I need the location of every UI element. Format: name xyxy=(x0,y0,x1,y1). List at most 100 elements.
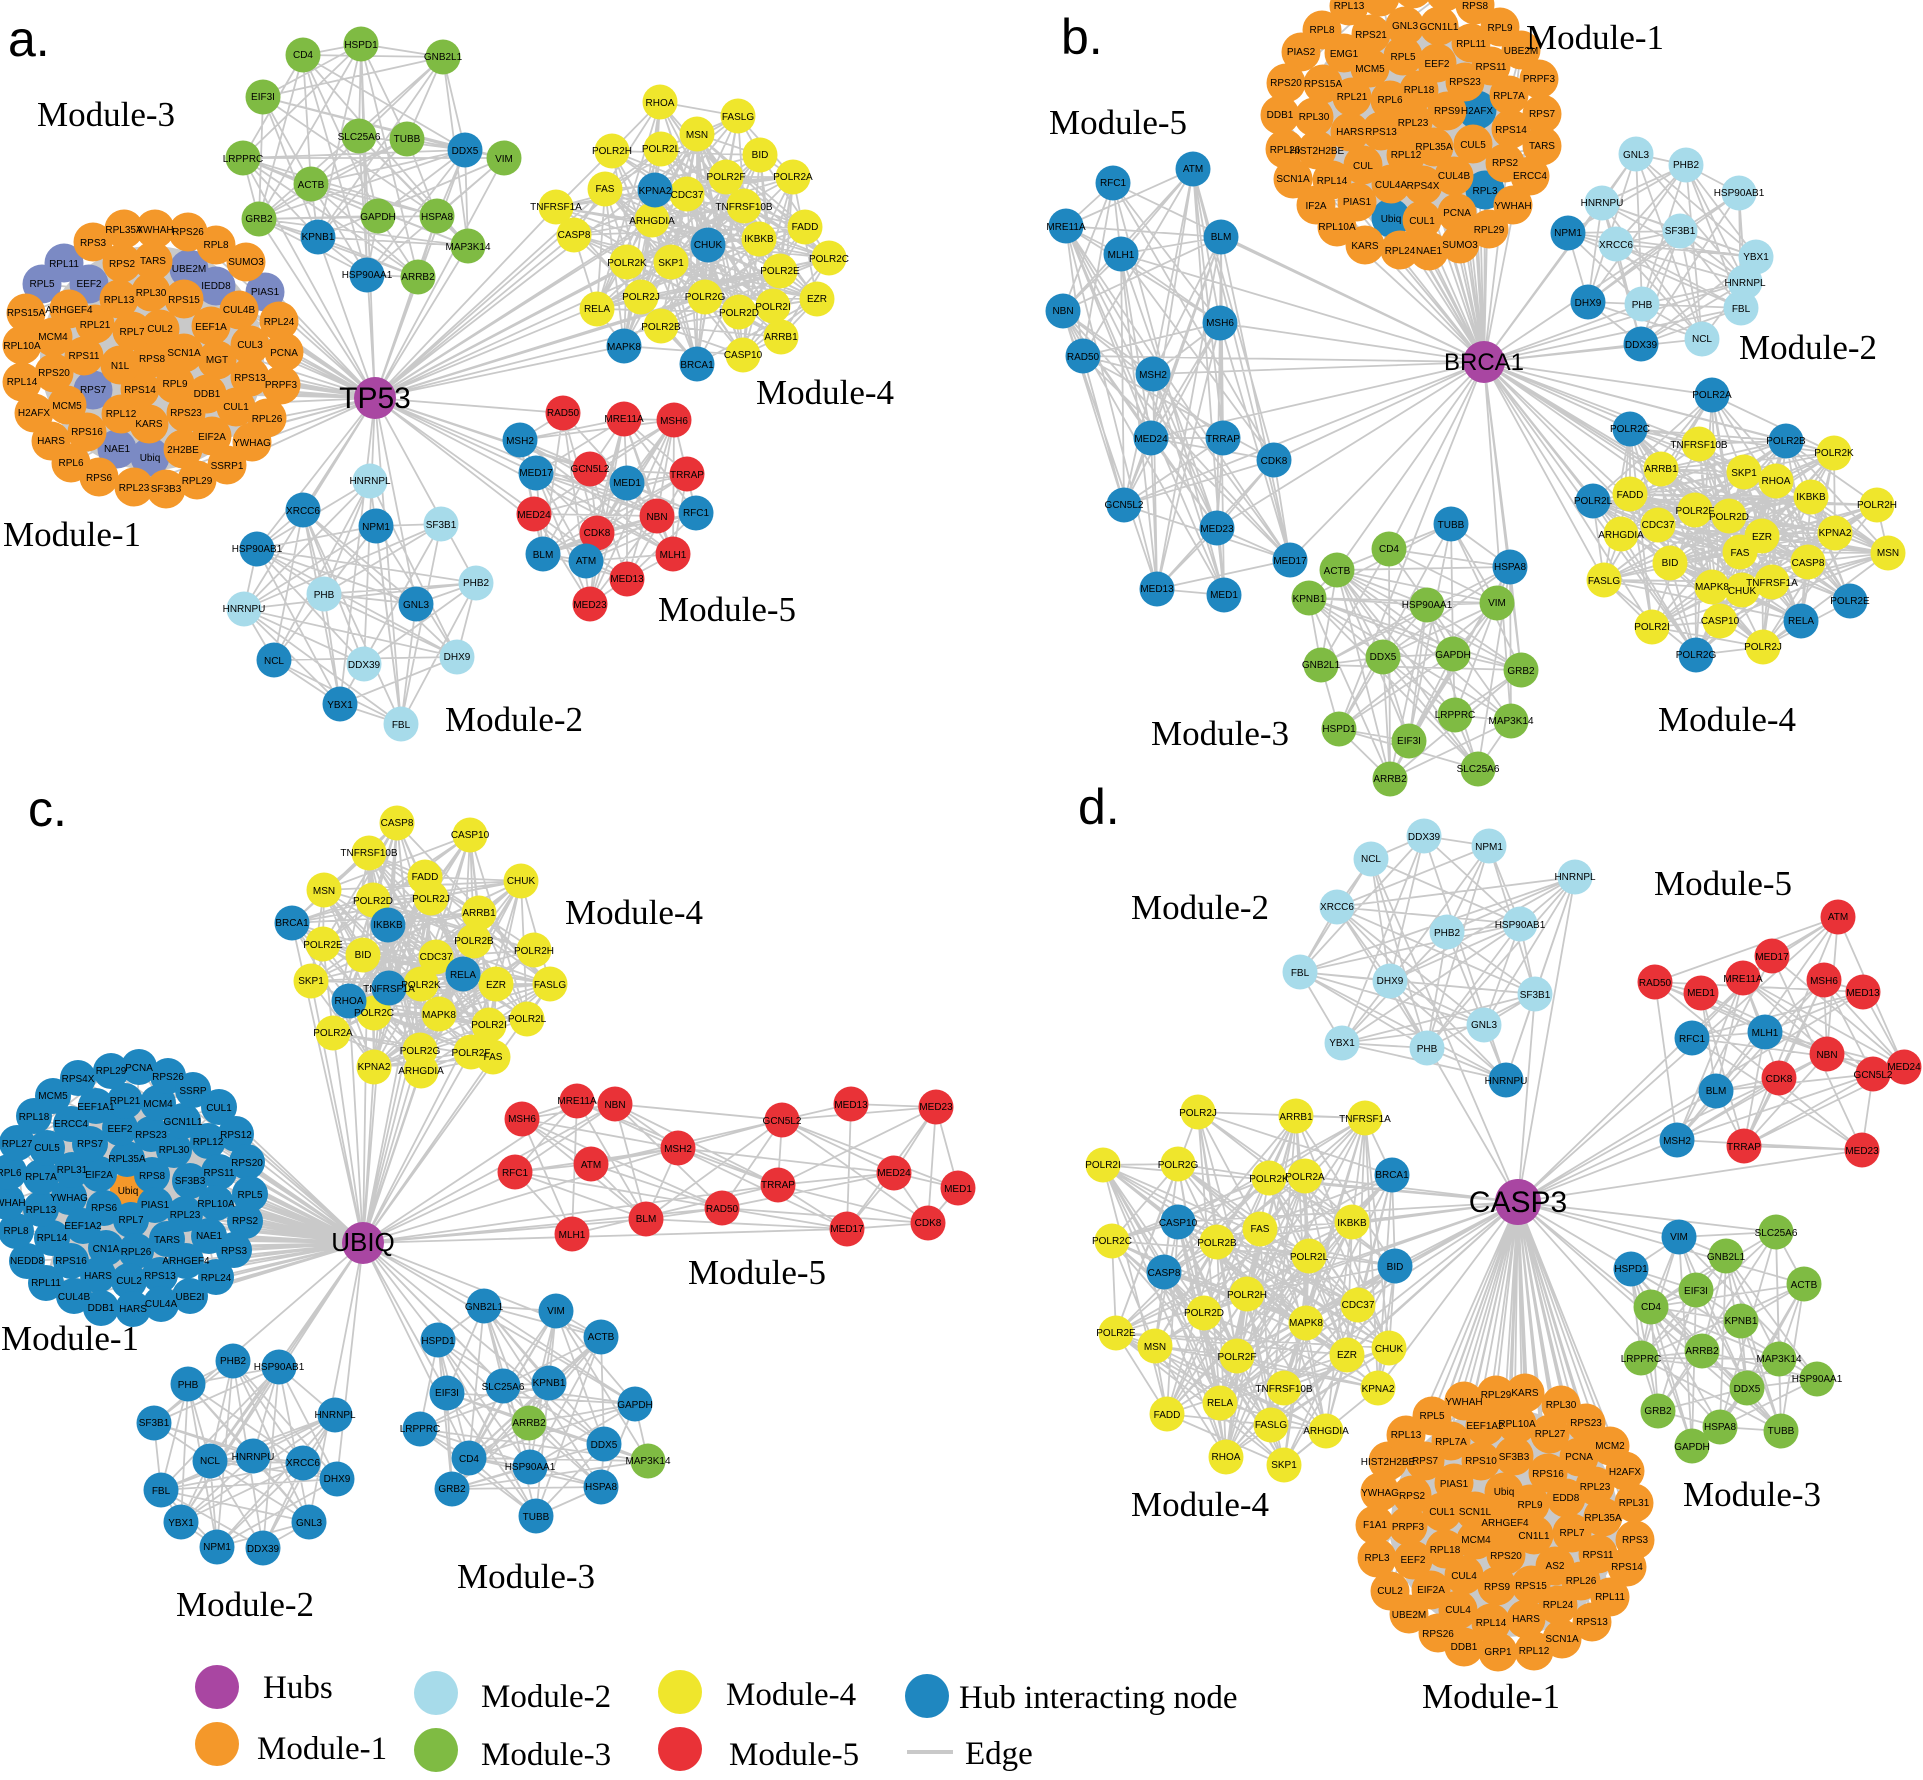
svg-text:RPL7: RPL7 xyxy=(118,1215,143,1226)
svg-text:MCM4: MCM4 xyxy=(38,332,68,343)
svg-text:RPL6: RPL6 xyxy=(0,1168,22,1179)
svg-text:POLR2B: POLR2B xyxy=(454,936,494,947)
svg-text:ARHGEF4: ARHGEF4 xyxy=(162,1256,210,1267)
svg-text:POLR2C: POLR2C xyxy=(809,254,849,265)
svg-text:YWHAH: YWHAH xyxy=(0,1198,26,1209)
svg-text:RPL10A: RPL10A xyxy=(1318,222,1356,233)
svg-text:MCM5: MCM5 xyxy=(38,1091,68,1102)
svg-text:CHUK: CHUK xyxy=(694,240,723,251)
svg-text:RPL23: RPL23 xyxy=(119,483,150,494)
svg-text:PHB: PHB xyxy=(314,590,335,601)
svg-text:POLR2I: POLR2I xyxy=(471,1020,507,1031)
svg-text:FBL: FBL xyxy=(1291,968,1310,979)
svg-text:UBE2I: UBE2I xyxy=(176,1292,205,1303)
svg-text:DDX39: DDX39 xyxy=(247,1544,280,1555)
svg-text:ERCC4: ERCC4 xyxy=(1513,171,1547,182)
svg-text:RPL24: RPL24 xyxy=(1385,246,1416,257)
svg-text:POLR2J: POLR2J xyxy=(1179,1108,1217,1119)
svg-text:HARS: HARS xyxy=(1336,127,1364,138)
svg-text:HIST2H2BE: HIST2H2BE xyxy=(1290,146,1345,157)
svg-text:RPS6: RPS6 xyxy=(1367,0,1394,3)
svg-text:RPL6: RPL6 xyxy=(1377,95,1402,106)
svg-text:CASP8: CASP8 xyxy=(381,818,414,829)
svg-text:TARS: TARS xyxy=(154,1235,180,1246)
svg-text:CUL1: CUL1 xyxy=(206,1103,232,1114)
svg-text:Module-5: Module-5 xyxy=(658,590,796,629)
svg-text:GRP1: GRP1 xyxy=(1484,1647,1512,1658)
svg-text:TRRAP: TRRAP xyxy=(1727,1142,1761,1153)
svg-text:TUBB: TUBB xyxy=(523,1512,550,1523)
svg-text:Module-1: Module-1 xyxy=(1422,1677,1560,1716)
svg-text:PIAS2: PIAS2 xyxy=(1287,47,1316,58)
svg-text:MCM5: MCM5 xyxy=(52,401,82,412)
svg-text:SCN1A: SCN1A xyxy=(167,348,201,359)
svg-text:Ubiq: Ubiq xyxy=(1381,214,1402,225)
svg-text:FBL: FBL xyxy=(152,1486,171,1497)
svg-text:DDX39: DDX39 xyxy=(348,660,381,671)
svg-text:RPS8: RPS8 xyxy=(1462,1,1489,12)
svg-text:POLR2E: POLR2E xyxy=(1830,596,1870,607)
svg-text:NCL: NCL xyxy=(1692,334,1712,345)
svg-text:SF3B1: SF3B1 xyxy=(1520,990,1551,1001)
svg-text:RPL18: RPL18 xyxy=(19,1112,50,1123)
svg-text:RPL5: RPL5 xyxy=(237,1190,262,1201)
svg-text:POLR2G: POLR2G xyxy=(1158,1160,1199,1171)
svg-text:DDB1: DDB1 xyxy=(1267,110,1294,121)
svg-text:RFC1: RFC1 xyxy=(1679,1034,1706,1045)
svg-text:DDX5: DDX5 xyxy=(452,146,479,157)
svg-text:ACTB: ACTB xyxy=(1791,1280,1818,1291)
svg-text:RELA: RELA xyxy=(1207,1398,1233,1409)
svg-text:RPS13: RPS13 xyxy=(234,373,266,384)
svg-text:DHX9: DHX9 xyxy=(444,652,471,663)
svg-text:KPNB1: KPNB1 xyxy=(302,232,335,243)
svg-text:HSP90AA1: HSP90AA1 xyxy=(1792,1374,1843,1385)
svg-text:RPS2: RPS2 xyxy=(232,1216,259,1227)
svg-text:HARS: HARS xyxy=(119,1304,147,1315)
svg-text:RPS11: RPS11 xyxy=(69,351,100,362)
svg-text:SKP1: SKP1 xyxy=(298,976,324,987)
svg-text:CDC37: CDC37 xyxy=(420,952,453,963)
svg-text:RPS10: RPS10 xyxy=(1465,1456,1497,1467)
svg-text:HSP90AA1: HSP90AA1 xyxy=(1402,600,1453,611)
svg-text:CUL5: CUL5 xyxy=(34,1143,60,1154)
svg-text:RPL13: RPL13 xyxy=(26,1205,57,1216)
svg-text:MSN: MSN xyxy=(1877,548,1899,559)
svg-text:HNRNPL: HNRNPL xyxy=(1554,872,1596,883)
svg-text:EEF1A2: EEF1A2 xyxy=(1466,1421,1504,1432)
svg-text:d.: d. xyxy=(1078,779,1120,835)
svg-text:Module-5: Module-5 xyxy=(729,1737,859,1773)
svg-text:VIM: VIM xyxy=(495,154,513,165)
svg-text:KPNA2: KPNA2 xyxy=(1819,528,1852,539)
svg-text:DDX5: DDX5 xyxy=(1734,1384,1761,1395)
svg-text:ARRB2: ARRB2 xyxy=(512,1418,546,1429)
svg-text:PHB2: PHB2 xyxy=(1673,160,1700,171)
svg-text:RPS11: RPS11 xyxy=(1476,62,1507,73)
svg-text:RPL23: RPL23 xyxy=(1580,1482,1611,1493)
svg-text:RPS26: RPS26 xyxy=(1422,1629,1454,1640)
svg-text:MLH1: MLH1 xyxy=(660,550,687,561)
svg-text:HSP90AB1: HSP90AB1 xyxy=(1495,920,1546,931)
svg-text:RPS6: RPS6 xyxy=(91,1203,118,1214)
svg-text:RPL26: RPL26 xyxy=(1566,1576,1597,1587)
svg-text:ARRB1: ARRB1 xyxy=(764,332,798,343)
svg-text:RPS16: RPS16 xyxy=(1532,1469,1564,1480)
svg-text:POLR2D: POLR2D xyxy=(1184,1308,1224,1319)
svg-text:MRE11A: MRE11A xyxy=(557,1096,597,1107)
svg-text:RPL29: RPL29 xyxy=(1481,1390,1512,1401)
svg-text:RPL29: RPL29 xyxy=(96,1066,127,1077)
svg-text:RPL35A: RPL35A xyxy=(108,1154,146,1165)
svg-text:HSP90AB1: HSP90AB1 xyxy=(232,544,283,555)
svg-text:RPL24: RPL24 xyxy=(1543,1600,1574,1611)
svg-text:RPL35A: RPL35A xyxy=(105,225,143,236)
svg-text:SCN1A: SCN1A xyxy=(1545,1634,1579,1645)
svg-text:PRPF3: PRPF3 xyxy=(265,380,298,391)
svg-text:MAP3K14: MAP3K14 xyxy=(445,242,490,253)
svg-text:RPS14: RPS14 xyxy=(1495,125,1527,136)
svg-text:RPL26: RPL26 xyxy=(252,414,283,425)
svg-text:YBX1: YBX1 xyxy=(1329,1038,1355,1049)
svg-text:LRPPRC: LRPPRC xyxy=(400,1424,441,1435)
svg-text:BID: BID xyxy=(1387,1262,1404,1273)
svg-text:RFC1: RFC1 xyxy=(502,1168,529,1179)
svg-text:MSH6: MSH6 xyxy=(660,416,688,427)
svg-text:EEF2: EEF2 xyxy=(1400,1555,1425,1566)
